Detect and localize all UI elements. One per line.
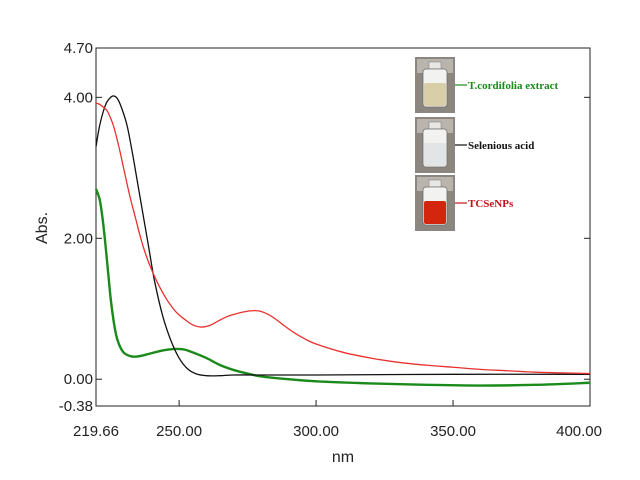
series-line-t-cordifolia-extract (94, 188, 591, 387)
legend-entry-t-cordifolia-extract: T.cordifolia extract (415, 57, 559, 113)
vial-liquid (424, 143, 446, 166)
y-axis-label: Abs. (34, 212, 51, 244)
vial-liquid (424, 83, 446, 106)
x-tick-label: 219.66 (73, 423, 119, 440)
y-tick-label: 0.00 (64, 371, 93, 388)
y-tick-label: 4.70 (64, 40, 93, 57)
x-axis-label: nm (332, 449, 354, 466)
legend-label: Selenious acid (468, 140, 534, 152)
vial-neck (428, 179, 442, 188)
x-tick-layer: 219.66 250.00 300.00 350.00 400.00 (73, 400, 602, 440)
series-layer (94, 95, 591, 387)
plot-frame (95, 47, 591, 407)
legend-entry-tcsenps: TCSeNPs (415, 175, 514, 231)
legend: T.cordifolia extract Selenious acid TCSeNP… (415, 57, 559, 231)
x-tick-label: 250.00 (156, 423, 202, 440)
x-tick-label: 350.00 (430, 423, 476, 440)
legend-label: T.cordifolia extract (468, 80, 559, 92)
series-line-tcsenps (95, 102, 591, 375)
y-tick-label: -0.38 (59, 398, 93, 415)
y-tick-layer: 4.70 4.00 2.00 0.00 -0.38 (59, 40, 590, 415)
series-line-selenious-acid (95, 95, 591, 377)
vial-neck (428, 121, 442, 130)
y-tick-label: 2.00 (64, 230, 93, 247)
legend-entry-selenious-acid: Selenious acid (415, 117, 534, 173)
x-tick-label: 400.00 (556, 423, 602, 440)
y-tick-label: 4.00 (64, 89, 93, 106)
legend-label: TCSeNPs (468, 198, 514, 210)
vial-liquid (424, 201, 446, 224)
x-tick-label: 300.00 (293, 423, 339, 440)
vial-neck (428, 61, 442, 70)
